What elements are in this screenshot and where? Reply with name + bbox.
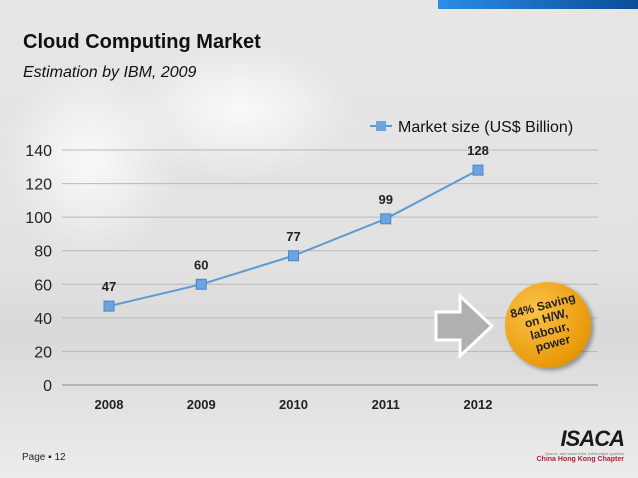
page-number: Page ▪ 12 (22, 452, 66, 463)
data-point (380, 213, 392, 225)
x-tick-label: 2012 (464, 397, 493, 412)
y-tick-label: 0 (43, 378, 52, 395)
data-point (288, 250, 299, 262)
y-tick-label: 80 (34, 244, 52, 261)
logo-chapter: China Hong Kong Chapter (536, 456, 625, 463)
data-label: 47 (102, 279, 116, 294)
page-subtitle: Estimation by IBM, 2009 (23, 64, 197, 81)
data-point (472, 164, 484, 176)
data-label: 128 (467, 143, 489, 158)
y-tick-label: 120 (25, 177, 52, 194)
y-tick-label: 60 (34, 277, 52, 294)
data-label: 60 (194, 257, 208, 272)
x-tick-label: 2008 (95, 397, 124, 412)
y-tick-label: 140 (25, 143, 52, 160)
y-tick-label: 40 (34, 311, 52, 328)
y-tick-label: 100 (25, 210, 52, 227)
isaca-logo: ISACA Trust in, and value from, informat… (528, 426, 626, 464)
legend-label: Market size (US$ Billion) (398, 119, 573, 136)
x-tick-label: 2011 (372, 397, 400, 412)
data-point (195, 278, 207, 290)
logo-tagline: Trust in, and value from, information sy… (544, 451, 624, 456)
y-tick-label: 20 (34, 344, 52, 361)
x-tick-label: 2010 (279, 397, 308, 412)
header-accent-bar (438, 0, 638, 9)
x-tick-label: 2009 (187, 397, 216, 412)
data-label: 77 (286, 229, 300, 244)
page-title: Cloud Computing Market (23, 31, 261, 53)
data-label: 99 (379, 192, 393, 207)
data-point (103, 300, 115, 312)
legend-marker (376, 121, 386, 131)
background-cloud (120, 40, 360, 180)
logo-text: ISACA (560, 426, 625, 451)
